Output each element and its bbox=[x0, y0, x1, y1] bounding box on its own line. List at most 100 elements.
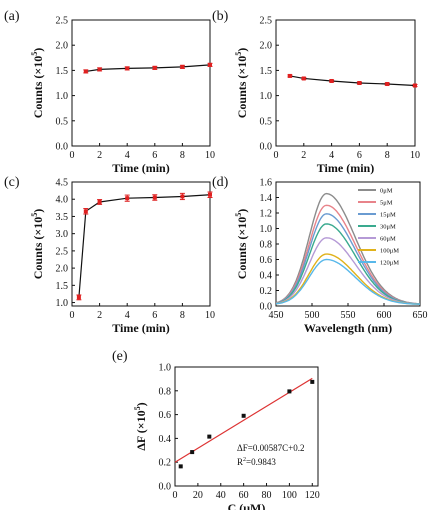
y-tick-label: 0.5 bbox=[260, 116, 273, 127]
plot-frame bbox=[275, 19, 416, 147]
x-tick-label: 60 bbox=[239, 490, 249, 501]
x-tick-label: 650 bbox=[413, 310, 428, 321]
y-axis-label-close: ) bbox=[235, 48, 249, 52]
data-point bbox=[180, 64, 185, 69]
y-tick-label: 3.5 bbox=[56, 212, 69, 223]
plot-frame bbox=[71, 181, 211, 307]
data-point bbox=[190, 450, 195, 455]
x-tick-label: 8 bbox=[180, 150, 185, 161]
data-point bbox=[385, 82, 390, 87]
data-point bbox=[310, 379, 315, 384]
x-tick-label: 0 bbox=[70, 150, 75, 161]
x-tick-label: 8 bbox=[385, 150, 390, 161]
x-tick-label: 6 bbox=[152, 310, 157, 321]
r-squared-label: R2=0.9843 bbox=[237, 457, 276, 467]
data-point bbox=[208, 192, 212, 197]
panel-label: (d) bbox=[212, 175, 229, 190]
x-tick-label: 20 bbox=[193, 490, 203, 501]
y-axis-label: Counts (×105) bbox=[234, 48, 249, 119]
legend-label: 100μM bbox=[380, 248, 399, 255]
series-line bbox=[85, 64, 211, 73]
data-point bbox=[208, 62, 212, 67]
y-tick-label: 1.6 bbox=[260, 178, 273, 189]
y-tick-label: 2.0 bbox=[260, 41, 273, 52]
panel-label: (b) bbox=[212, 9, 229, 24]
x-tick-label: 2 bbox=[97, 310, 102, 321]
y-tick-label: 0.8 bbox=[159, 386, 172, 397]
spectrum-line-60μM bbox=[276, 237, 420, 305]
y-axis-label-exponent: 5 bbox=[234, 52, 243, 56]
spectrum-line-120μM bbox=[276, 258, 420, 305]
y-tick-label: 0.6 bbox=[260, 255, 273, 266]
y-tick-label: 3.0 bbox=[56, 229, 69, 240]
x-tick-label: 0 bbox=[70, 310, 75, 321]
spectrum-line-30μM bbox=[276, 223, 420, 305]
x-axis-label: Wavelength (nm) bbox=[304, 321, 392, 335]
data-point bbox=[83, 69, 88, 74]
series-line bbox=[78, 194, 211, 298]
x-tick-label: 10 bbox=[205, 150, 215, 161]
panel-e: (e) 0 20 40 60 80 100 120 0.0 0.2 0.4 0.6 0.8 1.0 C (μ… bbox=[112, 349, 320, 510]
y-axis-label-main: ΔF (×10 bbox=[134, 410, 148, 450]
legend-label: 15μM bbox=[380, 212, 396, 219]
legend-label: 0μM bbox=[380, 188, 393, 195]
y-tick-label: 1.5 bbox=[56, 66, 69, 77]
y-axis-label: Counts (×105) bbox=[234, 209, 249, 280]
y-tick-label: 0.0 bbox=[260, 142, 273, 153]
y-axis-label-exponent: 5 bbox=[133, 406, 142, 410]
y-tick-label: 0.5 bbox=[56, 116, 69, 127]
y-tick-label: 0.6 bbox=[159, 410, 172, 421]
y-tick-label: 4.0 bbox=[56, 195, 69, 206]
y-axis-label-close: ) bbox=[235, 209, 249, 213]
x-tick-label: 2 bbox=[97, 150, 102, 161]
y-axis-label: Counts (×105) bbox=[30, 209, 45, 280]
y-axis-label-main: Counts (×10 bbox=[235, 56, 249, 119]
y-tick-label: 1.0 bbox=[56, 91, 69, 102]
y-tick-label: 2.5 bbox=[56, 16, 69, 27]
x-tick-label: 4 bbox=[329, 150, 334, 161]
x-tick-label: 450 bbox=[269, 310, 284, 321]
data-point bbox=[125, 196, 130, 201]
y-axis-label-exponent: 5 bbox=[30, 52, 39, 56]
data-point bbox=[329, 78, 334, 83]
legend-label: 120μM bbox=[380, 260, 399, 267]
x-tick-label: 100 bbox=[282, 490, 297, 501]
y-axis-label: Counts (×105) bbox=[30, 48, 45, 119]
y-axis-label: ΔF (×105) bbox=[133, 402, 148, 450]
plot-frame bbox=[174, 366, 319, 487]
y-axis-label-exponent: 5 bbox=[30, 213, 39, 217]
x-tick-label: 120 bbox=[305, 490, 320, 501]
panel-d: (d) 450 500 550 600 650 0.0 0.2 0.4 0.6 0.8 1.0 1.2 1… bbox=[212, 175, 428, 335]
y-tick-label: 1.2 bbox=[260, 209, 273, 220]
data-point bbox=[152, 65, 157, 70]
fit-equation: ΔF=0.00587C+0.2 bbox=[237, 443, 304, 453]
data-point bbox=[301, 76, 306, 81]
data-point bbox=[287, 73, 292, 78]
data-point bbox=[76, 295, 81, 300]
panel-a: (a) 0 2 4 6 8 10 0.0 0.5 1.0 1.5 2.0 2.5 Time (min) Co… bbox=[4, 9, 215, 175]
x-tick-label: 10 bbox=[410, 150, 420, 161]
panel-c: (c) 0 2 4 6 8 10 1.0 1.5 2.0 2.5 3.0 3.5 4.0 4.5 Time (… bbox=[4, 175, 215, 335]
data-point bbox=[125, 66, 130, 71]
y-tick-label: 0.8 bbox=[260, 240, 273, 251]
data-point bbox=[152, 195, 157, 200]
x-axis-label: Time (min) bbox=[112, 161, 169, 175]
y-axis-label-main: Counts (×10 bbox=[235, 217, 249, 280]
y-tick-label: 0.4 bbox=[159, 434, 172, 445]
y-tick-label: 0.2 bbox=[260, 286, 273, 297]
y-tick-label: 2.5 bbox=[260, 16, 273, 27]
data-point bbox=[413, 83, 417, 88]
y-tick-label: 0.0 bbox=[260, 302, 273, 313]
r-squared-symbol: R bbox=[237, 457, 243, 467]
data-point bbox=[241, 413, 246, 418]
r-squared-value: =0.9843 bbox=[246, 457, 276, 467]
panel-label: (c) bbox=[4, 175, 20, 190]
plot-frame bbox=[71, 19, 211, 147]
series-line bbox=[289, 75, 416, 87]
x-tick-label: 4 bbox=[125, 310, 130, 321]
data-point bbox=[83, 209, 88, 214]
x-axis-label: C (μM) bbox=[228, 501, 266, 510]
x-axis-label: Time (min) bbox=[317, 161, 374, 175]
legend-label: 5μM bbox=[380, 200, 393, 207]
data-point bbox=[180, 194, 185, 199]
